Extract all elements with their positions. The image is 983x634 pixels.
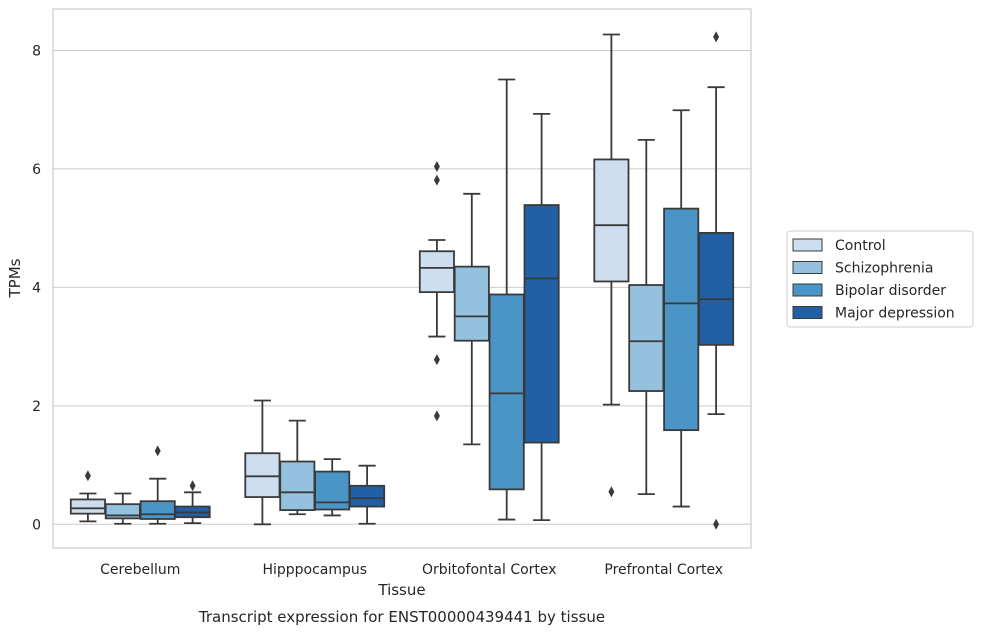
y-axis-label: TPMs bbox=[6, 258, 24, 298]
box-iqr bbox=[418, 250, 455, 294]
box-schizophrenia bbox=[628, 138, 665, 496]
outlier-point bbox=[713, 518, 720, 530]
box-major-depression bbox=[349, 464, 386, 525]
legend-swatch bbox=[792, 306, 823, 319]
box-iqr bbox=[488, 293, 525, 491]
outlier-point bbox=[433, 410, 440, 422]
box-iqr bbox=[593, 158, 630, 283]
box-bipolar-disorder bbox=[139, 445, 176, 525]
plot-frame bbox=[52, 8, 752, 549]
tick-labels: 0 2 4 6 8 Cerebellum Hipppocampus Orbitofontal … bbox=[32, 43, 723, 578]
box-bipolar-disorder bbox=[488, 78, 525, 521]
x-tick-label: Cerebellum bbox=[100, 562, 180, 578]
outlier-point bbox=[189, 480, 196, 492]
box-schizophrenia bbox=[104, 492, 141, 525]
legend-label: Bipolar disorder bbox=[835, 283, 946, 299]
box-schizophrenia bbox=[453, 192, 490, 446]
y-tick-label: 8 bbox=[32, 43, 41, 59]
box-plots bbox=[69, 31, 735, 530]
box-iqr bbox=[663, 207, 700, 432]
box-iqr bbox=[244, 452, 281, 498]
outlier-point bbox=[433, 354, 440, 366]
box-major-depression bbox=[523, 112, 560, 522]
box-iqr bbox=[453, 265, 490, 342]
box-iqr bbox=[523, 204, 560, 444]
box-iqr bbox=[139, 500, 176, 520]
box-control bbox=[418, 161, 455, 422]
outlier-point bbox=[84, 470, 91, 482]
legend-swatch bbox=[792, 238, 823, 252]
box-bipolar-disorder bbox=[663, 109, 700, 508]
x-tick-label: Prefrontal Cortex bbox=[604, 562, 723, 578]
box-schizophrenia bbox=[279, 419, 316, 516]
box-iqr bbox=[314, 470, 351, 511]
box-bipolar-disorder bbox=[314, 458, 351, 517]
box-control bbox=[244, 399, 281, 526]
legend: Control Schizophrenia Bipolar disorder Majo… bbox=[786, 230, 974, 328]
outlier-point bbox=[154, 445, 161, 457]
box-iqr bbox=[69, 498, 106, 515]
y-gridlines bbox=[53, 49, 751, 525]
legend-label: Control bbox=[835, 238, 886, 254]
legend-label: Schizophrenia bbox=[835, 261, 933, 277]
box-iqr bbox=[279, 460, 316, 511]
legend-swatch bbox=[792, 261, 823, 274]
box-major-depression bbox=[698, 31, 735, 530]
y-tick-label: 2 bbox=[32, 399, 41, 415]
legend-label: Major depression bbox=[835, 306, 955, 322]
x-tick-label: Hipppocampus bbox=[262, 562, 367, 578]
outlier-point bbox=[608, 486, 615, 498]
outlier-point bbox=[433, 174, 440, 186]
box-control bbox=[593, 33, 630, 498]
legend-frame bbox=[786, 230, 974, 328]
y-tick-label: 6 bbox=[32, 162, 41, 178]
y-tick-label: 0 bbox=[32, 517, 41, 533]
box-major-depression bbox=[174, 480, 211, 525]
x-axis-label: Tissue bbox=[377, 581, 425, 599]
outlier-point bbox=[433, 161, 440, 173]
outlier-point bbox=[713, 31, 720, 43]
chart-caption: Transcript expression for ENST0000043944… bbox=[198, 608, 605, 626]
x-tick-label: Orbitofontal Cortex bbox=[422, 562, 557, 578]
legend-swatch bbox=[792, 283, 823, 297]
box-iqr bbox=[698, 231, 735, 346]
box-iqr bbox=[349, 484, 386, 508]
box-iqr bbox=[628, 284, 665, 392]
y-tick-label: 4 bbox=[32, 280, 41, 296]
box-control bbox=[69, 470, 106, 523]
